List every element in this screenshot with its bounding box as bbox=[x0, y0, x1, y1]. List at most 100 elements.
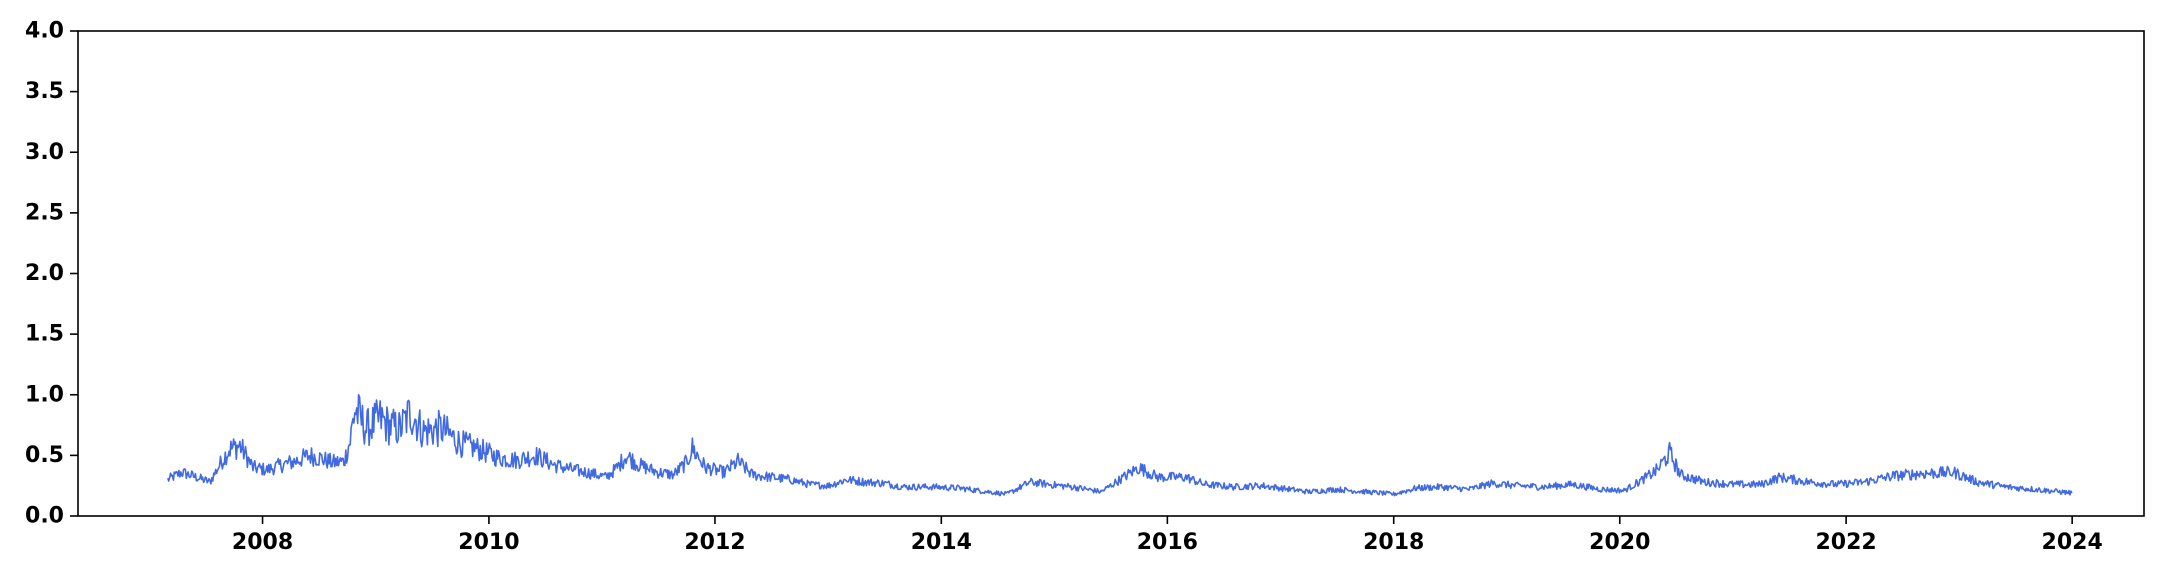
data-point bbox=[959, 488, 960, 489]
data-point bbox=[1977, 482, 1978, 483]
y-tick-label: 0.0 bbox=[25, 504, 64, 529]
y-tick-label: 1.0 bbox=[25, 382, 64, 407]
data-point bbox=[1572, 484, 1573, 485]
data-point bbox=[1779, 477, 1780, 478]
data-point bbox=[1006, 494, 1007, 495]
data-point bbox=[790, 479, 791, 480]
data-point bbox=[903, 486, 904, 487]
data-point bbox=[366, 428, 367, 429]
data-point bbox=[592, 473, 593, 474]
data-point bbox=[252, 467, 253, 468]
data-point bbox=[1836, 484, 1837, 485]
plot-background bbox=[78, 31, 2144, 516]
y-tick-label: 1.5 bbox=[25, 322, 64, 347]
data-point bbox=[554, 465, 555, 466]
data-point bbox=[737, 461, 738, 462]
data-point bbox=[1516, 485, 1517, 486]
data-point bbox=[1261, 485, 1262, 486]
data-point bbox=[281, 465, 282, 466]
data-point bbox=[705, 467, 706, 468]
x-tick-label: 2014 bbox=[911, 530, 972, 555]
data-point bbox=[318, 457, 319, 458]
data-point bbox=[1733, 484, 1734, 485]
data-point bbox=[1642, 479, 1643, 480]
data-point bbox=[865, 482, 866, 483]
data-point bbox=[606, 477, 607, 478]
x-tick-label: 2016 bbox=[1137, 530, 1198, 555]
data-point bbox=[1543, 486, 1544, 487]
series-line bbox=[167, 393, 2073, 497]
data-point bbox=[350, 440, 351, 441]
data-point bbox=[846, 479, 847, 480]
data-point bbox=[1760, 484, 1761, 485]
data-point bbox=[1864, 482, 1865, 483]
data-point bbox=[1657, 469, 1658, 470]
data-point bbox=[1204, 484, 1205, 485]
data-point bbox=[167, 479, 168, 480]
data-point bbox=[229, 449, 230, 450]
data-point bbox=[752, 474, 753, 475]
data-point bbox=[460, 443, 461, 444]
x-tick-label: 2022 bbox=[1815, 530, 1876, 555]
data-point bbox=[771, 477, 772, 478]
data-point bbox=[1440, 486, 1441, 487]
data-point bbox=[1669, 452, 1670, 453]
series-layer bbox=[167, 393, 2073, 497]
data-point bbox=[535, 455, 536, 456]
y-tick-label: 4.0 bbox=[25, 19, 64, 44]
data-point bbox=[1600, 489, 1601, 490]
data-point bbox=[239, 445, 240, 446]
data-point bbox=[219, 465, 220, 466]
data-point bbox=[332, 462, 333, 463]
data-point bbox=[1704, 482, 1705, 483]
data-point bbox=[354, 409, 355, 410]
x-tick-label: 2018 bbox=[1363, 530, 1424, 555]
data-point bbox=[686, 462, 687, 463]
data-point bbox=[295, 461, 296, 462]
data-point bbox=[573, 469, 574, 470]
data-point bbox=[343, 461, 344, 462]
data-point bbox=[1101, 491, 1102, 492]
y-tick-label: 3.0 bbox=[25, 140, 64, 165]
data-point bbox=[380, 419, 381, 420]
data-point bbox=[657, 472, 658, 473]
data-point bbox=[196, 477, 197, 478]
data-point bbox=[498, 457, 499, 458]
data-point bbox=[1624, 490, 1625, 491]
data-point bbox=[1892, 475, 1893, 476]
data-point bbox=[1138, 467, 1139, 468]
data-point bbox=[1280, 488, 1281, 489]
data-point bbox=[884, 483, 885, 484]
data-point bbox=[389, 426, 390, 427]
data-point bbox=[828, 485, 829, 486]
data-point bbox=[617, 467, 618, 468]
data-point bbox=[724, 472, 725, 473]
data-point bbox=[1072, 486, 1073, 487]
data-point bbox=[639, 465, 640, 466]
x-tick-label: 2010 bbox=[458, 530, 519, 555]
data-point bbox=[692, 448, 693, 449]
data-point bbox=[1953, 472, 1954, 473]
data-point bbox=[516, 460, 517, 461]
y-tick-label: 0.5 bbox=[25, 443, 64, 468]
data-point bbox=[931, 486, 932, 487]
data-point bbox=[1680, 474, 1681, 475]
data-point bbox=[266, 469, 267, 470]
data-point bbox=[626, 455, 627, 456]
data-point bbox=[422, 431, 423, 432]
data-point bbox=[2071, 492, 2072, 493]
data-point bbox=[309, 455, 310, 456]
y-tick-label: 3.5 bbox=[25, 79, 64, 104]
data-point bbox=[1365, 491, 1366, 492]
data-point bbox=[479, 449, 480, 450]
data-point bbox=[1127, 474, 1128, 475]
data-point bbox=[411, 411, 412, 412]
data-point bbox=[1921, 473, 1922, 474]
data-point bbox=[1308, 491, 1309, 492]
data-point bbox=[1157, 477, 1158, 478]
data-point bbox=[181, 472, 182, 473]
data-point bbox=[1808, 482, 1809, 483]
y-tick-label: 2.0 bbox=[25, 261, 64, 286]
data-point bbox=[2005, 486, 2006, 487]
